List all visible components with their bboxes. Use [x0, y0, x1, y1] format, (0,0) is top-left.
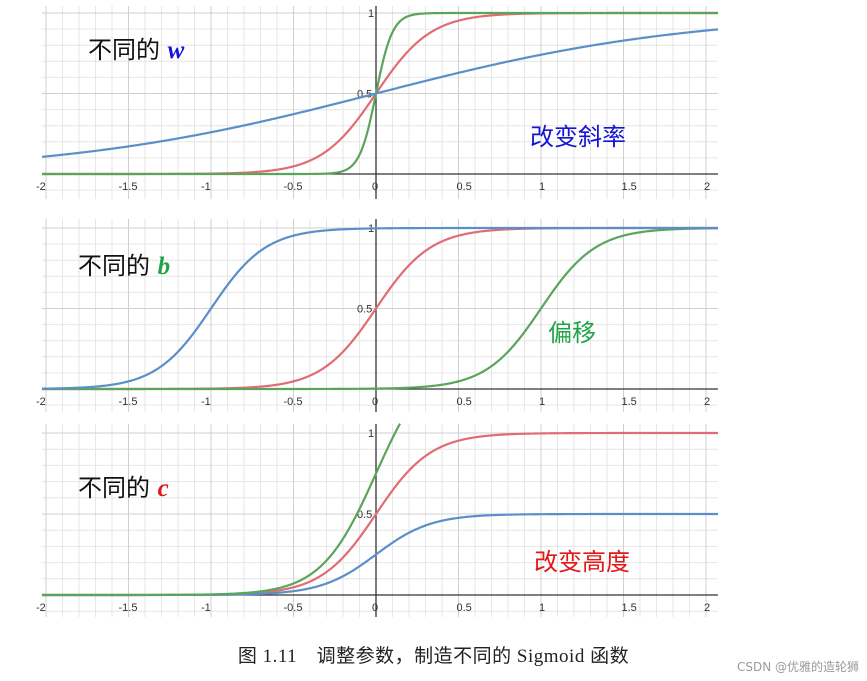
- x-tick-label: 1: [539, 181, 545, 193]
- annotation-label: 改变高度: [534, 548, 630, 576]
- x-tick-label: 1.5: [622, 181, 637, 193]
- series-line-1: [42, 11, 718, 176]
- annotation-label: 改变斜率: [530, 123, 626, 151]
- series-line-2: [41, 28, 719, 158]
- series-line-2: [41, 226, 718, 390]
- x-tick-label: -0.5: [284, 396, 303, 408]
- y-tick-label: 0.5: [357, 304, 372, 316]
- y-tick-label: 1: [368, 428, 374, 440]
- sigmoid-chart-c: -2 -1.5 -1 -0.5 0 0.5 1 1.5 2 0.5 1 不同的 c 改变高度: [36, 423, 718, 617]
- x-tick-label: -0.5: [284, 602, 303, 614]
- series-line-1: [42, 227, 719, 391]
- watermark: CSDN @优雅的造轮狮: [736, 660, 859, 674]
- x-tick-label: 0: [372, 181, 378, 193]
- x-tick-label: 2: [704, 181, 710, 193]
- x-tick-label: 0.5: [457, 396, 472, 408]
- x-tick-label: -2: [36, 602, 46, 614]
- panel-label: 不同的 b: [78, 252, 170, 280]
- x-tick-label: 2: [704, 396, 710, 408]
- x-tick-label: 0.5: [457, 181, 472, 193]
- x-tick-label: -0.5: [284, 181, 303, 193]
- x-tick-label: 0: [372, 602, 378, 614]
- x-tick-label: 2: [704, 602, 710, 614]
- x-tick-label: 1: [539, 396, 545, 408]
- series-line-2: [42, 423, 401, 597]
- x-tick-label: -1: [201, 602, 211, 614]
- figure-caption: 图 1.11 调整参数，制造不同的 Sigmoid 函数: [237, 646, 630, 667]
- x-tick-label: -2: [36, 181, 46, 193]
- x-tick-label: 0: [372, 396, 378, 408]
- x-tick-label: 1: [539, 602, 545, 614]
- x-tick-label: 1.5: [622, 396, 637, 408]
- x-tick-label: 0.5: [457, 602, 472, 614]
- x-tick-label: 1.5: [622, 602, 637, 614]
- x-tick-label: -1.5: [119, 602, 138, 614]
- y-tick-label: 0.5: [357, 509, 372, 521]
- x-tick-label: -1.5: [119, 181, 138, 193]
- x-tick-label: -2: [36, 396, 46, 408]
- y-tick-label: 1: [368, 8, 374, 20]
- x-tick-label: -1: [201, 396, 211, 408]
- x-tick-label: -1: [201, 181, 211, 193]
- annotation-label: 偏移: [548, 319, 596, 347]
- x-tick-label: -1.5: [119, 396, 138, 408]
- panel-label: 不同的 w: [88, 36, 185, 64]
- panel-label: 不同的 c: [78, 474, 169, 502]
